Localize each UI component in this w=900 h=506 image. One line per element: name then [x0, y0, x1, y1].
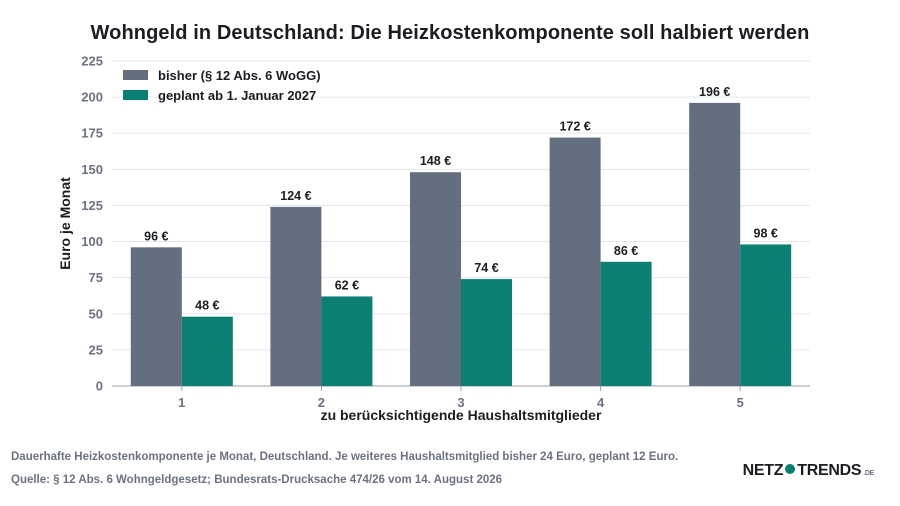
legend-label: bisher (§ 12 Abs. 6 WoGG) — [158, 68, 321, 83]
y-tick-label: 225 — [81, 54, 103, 69]
data-label: 96 € — [144, 229, 168, 243]
bar-geplant-4 — [600, 261, 652, 386]
bar-bisher-3 — [410, 172, 461, 386]
data-label: 62 € — [335, 278, 359, 292]
y-tick-label: 125 — [81, 198, 103, 213]
data-label: 98 € — [754, 226, 778, 240]
x-tick-label: 3 — [457, 395, 464, 410]
bar-bisher-4 — [549, 137, 601, 386]
x-tick-label: 1 — [178, 395, 185, 410]
bars — [130, 102, 792, 386]
bar-bisher-2 — [270, 206, 322, 386]
y-tick-label: 175 — [81, 126, 103, 141]
bar-geplant-2 — [321, 296, 373, 386]
x-tick-label: 2 — [318, 395, 325, 410]
netztrends-logo: NETZ TRENDS .DE — [742, 462, 875, 480]
data-label: 124 € — [280, 189, 311, 203]
legend-label: geplant ab 1. Januar 2027 — [158, 88, 316, 103]
y-tick-label: 25 — [89, 342, 103, 357]
data-labels: 96 € 48 € 124 € 62 € 148 € 74 € 172 € 86 € 196 €… — [144, 85, 778, 313]
data-label: 196 € — [699, 85, 730, 99]
logo-part2: TRENDS — [797, 462, 862, 479]
y-tick-label: 0 — [96, 379, 103, 394]
y-axis-label: Euro je Monat — [57, 177, 73, 270]
footer-source: Quelle: § 12 Abs. 6 Wohngeldgesetz; Bund… — [11, 474, 503, 486]
y-axis-ticks: 0 25 50 75 100 125 150 175 200 225 — [81, 54, 103, 394]
x-tick-label: 5 — [737, 395, 744, 410]
data-label: 48 € — [195, 299, 219, 313]
bar-bisher-5 — [689, 102, 741, 386]
data-label: 86 € — [614, 244, 638, 258]
legend-swatch — [123, 70, 148, 80]
footer-note: Dauerhafte Heizkostenkomponente je Monat… — [11, 451, 679, 463]
y-tick-label: 200 — [81, 90, 103, 105]
data-label: 148 € — [420, 154, 451, 168]
y-tick-label: 75 — [89, 270, 103, 285]
bar-geplant-5 — [740, 244, 792, 386]
y-tick-label: 100 — [81, 234, 103, 249]
data-label: 172 € — [559, 120, 590, 134]
bar-geplant-3 — [461, 279, 512, 386]
logo-suffix: .DE — [863, 470, 874, 477]
data-label: 74 € — [474, 261, 498, 275]
legend: bisher (§ 12 Abs. 6 WoGG) geplant ab 1. J… — [123, 68, 321, 103]
x-tick-label: 4 — [597, 395, 605, 410]
y-tick-label: 50 — [89, 306, 103, 321]
y-tick-label: 150 — [81, 162, 103, 177]
x-axis-ticks: 1 2 3 4 5 — [178, 386, 744, 410]
bar-geplant-1 — [181, 316, 233, 386]
logo-part1: NETZ — [742, 462, 784, 479]
logo-dot-icon — [785, 464, 796, 474]
x-axis-label: zu berücksichtigende Haushaltsmitglieder — [321, 407, 602, 423]
legend-swatch — [123, 90, 148, 100]
chart-title: Wohngeld in Deutschland: Die Heizkostenk… — [90, 22, 810, 44]
bar-bisher-1 — [130, 247, 182, 386]
